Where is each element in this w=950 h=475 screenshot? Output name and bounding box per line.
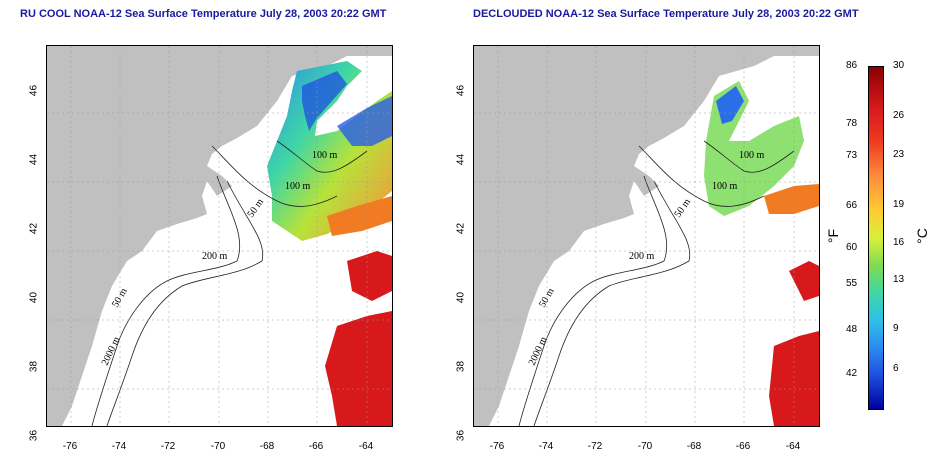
sst-warm-shelf: [764, 184, 819, 214]
contour-label-200m: 200 m: [202, 251, 228, 262]
contour-label-100m-a: 100 m: [312, 150, 338, 161]
left-map-title: RU COOL NOAA-12 Sea Surface Temperature …: [20, 8, 387, 20]
sst-cool-core: [302, 71, 347, 131]
left-map-graphic: 100 m 100 m 50 m 200 m 50 m 2000 m: [47, 46, 392, 426]
right-lon-tick: -76: [489, 441, 505, 452]
fahrenheit-unit-label: °F: [825, 228, 842, 244]
right-lat-tick: 40: [455, 291, 467, 304]
fahrenheit-tick: 48: [846, 324, 858, 335]
sst-gulf-stream: [769, 331, 819, 426]
celsius-tick: 16: [893, 237, 905, 248]
right-map-title: DECLOUDED NOAA-12 Sea Surface Temperatur…: [473, 8, 859, 20]
right-lon-tick: -68: [686, 441, 702, 452]
celsius-tick: 26: [893, 110, 905, 121]
fahrenheit-tick: 86: [846, 60, 858, 71]
fahrenheit-tick: 66: [846, 200, 858, 211]
celsius-tick: 23: [893, 149, 905, 160]
contour-label-2000m: 2000 m: [527, 335, 550, 367]
left-lat-tick: 36: [28, 429, 40, 442]
land-mass: [47, 46, 392, 426]
right-map-graphic: 100 m 100 m 50 m 200 m 50 m 2000 m: [474, 46, 819, 426]
right-lon-tick: -72: [587, 441, 603, 452]
left-lon-tick: -68: [259, 441, 275, 452]
sst-warm-shelf: [327, 196, 392, 236]
lat-lon-grid: [474, 46, 819, 426]
right-lat-tick: 46: [455, 84, 467, 97]
right-lon-tick: -66: [735, 441, 751, 452]
fahrenheit-tick: 42: [846, 368, 858, 379]
sst-cool-core: [716, 86, 744, 124]
contour-label-50m-b: 50 m: [537, 286, 557, 309]
right-lon-tick: -64: [785, 441, 801, 452]
right-lon-tick: -74: [538, 441, 554, 452]
left-lat-tick: 42: [28, 222, 40, 235]
fahrenheit-tick: 60: [846, 242, 858, 253]
left-lat-tick: 46: [28, 84, 40, 97]
celsius-unit-label: °C: [913, 228, 930, 244]
right-lat-tick: 42: [455, 222, 467, 235]
right-sst-map[interactable]: 100 m 100 m 50 m 200 m 50 m 2000 m: [473, 45, 820, 427]
contour-label-100m-a: 100 m: [739, 150, 765, 161]
contour-label-200m: 200 m: [629, 251, 655, 262]
left-lat-tick: 44: [28, 153, 40, 166]
right-lon-tick: -70: [637, 441, 653, 452]
right-lat-tick: 44: [455, 153, 467, 166]
left-lon-tick: -66: [308, 441, 324, 452]
bathymetry-contours: [91, 140, 368, 426]
lat-lon-grid: [47, 46, 392, 426]
contour-label-50m-a: 50 m: [245, 197, 266, 220]
contour-label-50m-b: 50 m: [110, 286, 130, 309]
sst-warm-patch: [789, 261, 819, 301]
sst-nova-scotia-cool: [337, 96, 392, 146]
fahrenheit-tick: 55: [846, 278, 858, 289]
fahrenheit-tick: 73: [846, 150, 858, 161]
celsius-tick: 19: [893, 199, 905, 210]
right-lat-tick: 38: [455, 360, 467, 373]
left-sst-map[interactable]: 100 m 100 m 50 m 200 m 50 m 2000 m: [46, 45, 393, 427]
celsius-tick: 30: [893, 60, 905, 71]
right-lat-tick: 36: [455, 429, 467, 442]
left-lon-tick: -70: [210, 441, 226, 452]
sst-warm-patch: [347, 251, 392, 301]
celsius-tick: 6: [893, 363, 899, 374]
land-mass: [474, 46, 819, 426]
left-lat-tick: 38: [28, 360, 40, 373]
contour-label-2000m: 2000 m: [100, 335, 123, 367]
celsius-tick: 13: [893, 274, 905, 285]
temperature-colorbar: [868, 66, 884, 410]
sst-gulf-stream: [325, 311, 392, 426]
left-lat-tick: 40: [28, 291, 40, 304]
left-lon-tick: -72: [160, 441, 176, 452]
contour-label-100m-b: 100 m: [712, 181, 738, 192]
celsius-tick: 9: [893, 323, 899, 334]
sst-gulf-of-maine: [267, 61, 392, 241]
contour-label-50m-a: 50 m: [672, 197, 693, 220]
contour-label-100m-b: 100 m: [285, 181, 311, 192]
left-lon-tick: -74: [111, 441, 127, 452]
left-lon-tick: -76: [62, 441, 78, 452]
fahrenheit-tick: 78: [846, 118, 858, 129]
left-lon-tick: -64: [358, 441, 374, 452]
